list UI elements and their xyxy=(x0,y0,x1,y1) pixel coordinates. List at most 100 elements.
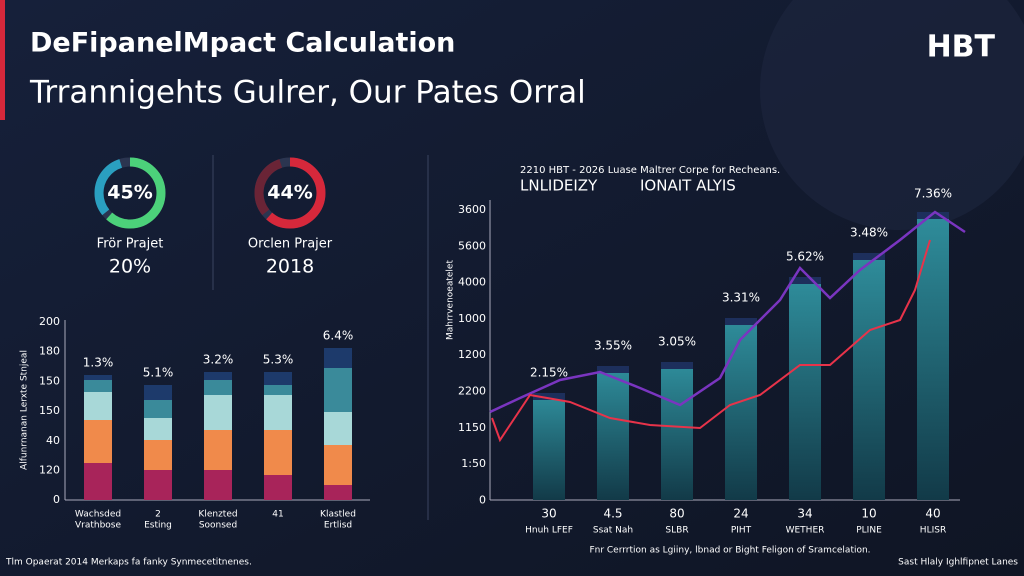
bar-segment xyxy=(144,440,172,470)
bar-segment xyxy=(264,385,292,395)
bar-label: 5.1% xyxy=(143,366,174,380)
bar-cap xyxy=(661,362,693,369)
x-tick-label: 10 xyxy=(861,507,876,521)
bar-segment xyxy=(84,380,112,392)
bar-segment xyxy=(324,485,352,500)
x-tick-sublabel: Ssat Nah xyxy=(593,526,633,536)
footer: Sast Hlaly Ighlfipnet Lanes xyxy=(898,558,1018,568)
x-tick-sublabel: PLINE xyxy=(856,526,882,536)
y-tick-label: 0 xyxy=(479,493,486,506)
y-tick-label: 3600 xyxy=(458,203,486,216)
caption: 2210 HBT - 2026 Luase Maltrer Corpe for … xyxy=(520,165,780,176)
bar-segment xyxy=(204,430,232,470)
bar-segment xyxy=(204,372,232,380)
bar-label: 3.55% xyxy=(594,339,632,353)
bar-label: 2.15% xyxy=(530,366,568,380)
bar-segment xyxy=(204,470,232,500)
bar-segment xyxy=(144,470,172,500)
bar-segment xyxy=(264,475,292,500)
bar-label: 6.4% xyxy=(323,329,354,343)
x-tick-sublabel: HLISR xyxy=(920,526,946,536)
bar-cap xyxy=(725,318,757,325)
x-tick-sublabel: PIHT xyxy=(731,526,752,536)
title: DeFipanelMpact Calculation xyxy=(30,28,455,59)
y-tick-label: 150 xyxy=(39,404,60,417)
bar xyxy=(661,362,693,500)
x-tick-label: 24 xyxy=(733,507,748,521)
y-tick-label: 1200 xyxy=(458,348,486,361)
bar-cap xyxy=(789,277,821,284)
x-tick-label: 34 xyxy=(797,507,812,521)
x-tick-label: 4.5 xyxy=(603,507,622,521)
x-tick-label: Soonsed xyxy=(199,521,237,531)
x-tick-sublabel: Hnuh LFEF xyxy=(525,526,573,536)
gauge-arc xyxy=(254,157,326,229)
bar-cap xyxy=(853,253,885,260)
y-tick-label: 5600 xyxy=(458,239,486,252)
trend-line xyxy=(489,210,966,414)
bar-segment xyxy=(264,430,292,475)
y-tick-label: 4000 xyxy=(458,276,486,289)
bar-segment xyxy=(144,385,172,400)
x-tick-label: Ertlisd xyxy=(324,521,352,531)
x-axis-label: Fnr Cerrrtion as Lgiiny, lbnad or Bight … xyxy=(589,546,870,556)
bar-label: 3.48% xyxy=(850,226,888,240)
y-tick-label: 1000 xyxy=(458,312,486,325)
bar xyxy=(917,212,949,500)
bar-label: 1.3% xyxy=(83,356,114,370)
bar-label: 3.05% xyxy=(658,335,696,349)
legend-entry: IONAIT ALYIS xyxy=(640,177,736,195)
y-tick-label: 150 xyxy=(39,374,60,387)
legend-entry: LNLIDEIZY xyxy=(520,177,598,195)
gauge-value: 44% xyxy=(267,182,312,204)
bar-label: 5.62% xyxy=(786,250,824,264)
x-tick-label: Esting xyxy=(144,521,172,531)
x-tick-sublabel: WETHER xyxy=(786,526,825,536)
bar-segment xyxy=(264,395,292,430)
x-tick-label: 41 xyxy=(272,510,283,520)
gauge-sub: 2018 xyxy=(266,256,314,278)
bar-label: 5.3% xyxy=(263,353,294,367)
y-axis-label: Alfunrnanan Lerxte Stnjeal xyxy=(20,350,30,470)
bar-segment xyxy=(84,420,112,463)
y-tick-label: 120 xyxy=(39,464,60,477)
bar-segment xyxy=(324,412,352,445)
bar xyxy=(597,366,629,500)
bar-segment xyxy=(144,418,172,440)
y-tick-label: 200 xyxy=(39,315,60,328)
bar-cap xyxy=(917,212,949,219)
gauge-label: Orclen Prajer xyxy=(248,237,333,252)
bar xyxy=(789,277,821,500)
bar xyxy=(725,318,757,500)
x-tick-label: 80 xyxy=(669,507,684,521)
x-tick-label: 2 xyxy=(155,510,161,520)
x-tick-sublabel: SLBR xyxy=(665,526,688,536)
gauge-arc xyxy=(94,157,166,229)
bar-cap xyxy=(597,366,629,373)
backdrop-shape xyxy=(760,0,1024,230)
bar-segment xyxy=(264,372,292,385)
y-axis-label: Mahrrvenoeatelet xyxy=(446,260,456,340)
bar-segment xyxy=(324,368,352,412)
x-tick-label: Wachsded xyxy=(75,510,121,520)
bar-segment xyxy=(144,400,172,418)
x-tick-label: Vrathbose xyxy=(75,521,122,531)
y-tick-label: 1:50 xyxy=(461,457,486,470)
bar-label: 3.31% xyxy=(722,291,760,305)
gauge-value: 45% xyxy=(107,182,152,204)
logo: HBT xyxy=(927,30,996,65)
bar xyxy=(533,393,565,500)
x-tick-label: 40 xyxy=(925,507,940,521)
gauge-sub: 20% xyxy=(109,256,151,278)
gauge-label: Frör Prajet xyxy=(97,237,164,252)
x-tick-label: 30 xyxy=(541,507,556,521)
accent-bar xyxy=(0,0,5,120)
gauge-arc xyxy=(254,157,326,229)
bar-label: 3.2% xyxy=(203,353,234,367)
y-tick-label: 180 xyxy=(39,345,60,358)
y-tick-label: 1150 xyxy=(458,421,486,434)
bar-segment xyxy=(84,375,112,380)
bar xyxy=(853,253,885,500)
bar-segment xyxy=(204,395,232,430)
